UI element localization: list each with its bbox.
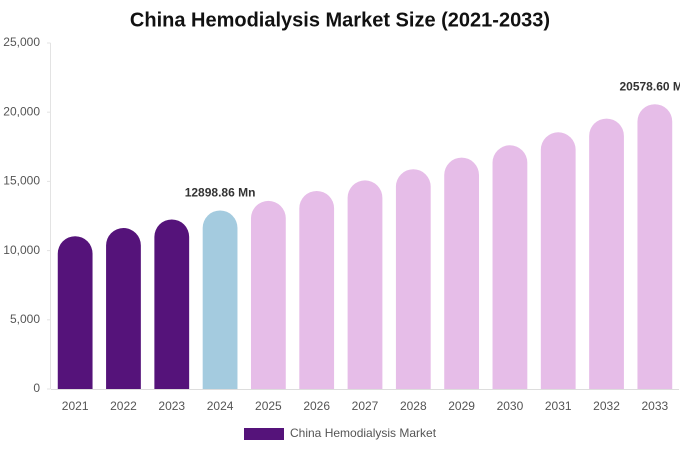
value-label: 20578.60 Mn — [619, 79, 680, 93]
value-label: 12898.86 Mn — [185, 186, 256, 200]
bar — [347, 180, 383, 389]
x-tick-label: 2033 — [641, 399, 668, 413]
x-tick-label: 2027 — [352, 399, 379, 413]
y-tick-label: 10,000 — [3, 243, 40, 257]
x-tick-label: 2024 — [207, 399, 234, 413]
chart-title: China Hemodialysis Market Size (2021-203… — [130, 9, 550, 31]
bar — [106, 228, 141, 389]
bar — [57, 236, 93, 389]
bar — [540, 132, 576, 390]
y-tick-label: 5,000 — [10, 312, 40, 326]
x-tick-label: 2026 — [303, 399, 330, 413]
y-tick-label: 15,000 — [3, 174, 40, 188]
x-tick-label: 2025 — [255, 399, 282, 413]
bar — [202, 210, 238, 389]
bar — [154, 219, 190, 389]
x-tick-label: 2022 — [110, 399, 137, 413]
bar — [395, 169, 431, 389]
legend-swatch — [244, 428, 284, 440]
x-tick-label: 2028 — [400, 399, 427, 413]
bar — [444, 157, 480, 389]
x-tick-label: 2032 — [593, 399, 620, 413]
bar — [250, 200, 286, 389]
x-tick-label: 2023 — [158, 399, 185, 413]
y-tick-label: 20,000 — [3, 104, 40, 118]
legend-label: China Hemodialysis Market — [290, 426, 437, 440]
y-tick-label: 0 — [33, 381, 40, 395]
x-tick-label: 2031 — [545, 399, 572, 413]
x-tick-label: 2030 — [497, 399, 524, 413]
bar — [637, 104, 673, 389]
x-tick-label: 2021 — [62, 399, 89, 413]
bar — [299, 190, 335, 389]
x-tick-label: 2029 — [448, 399, 475, 413]
y-tick-label: 25,000 — [3, 35, 40, 49]
bar — [492, 145, 528, 389]
bar — [589, 118, 624, 389]
